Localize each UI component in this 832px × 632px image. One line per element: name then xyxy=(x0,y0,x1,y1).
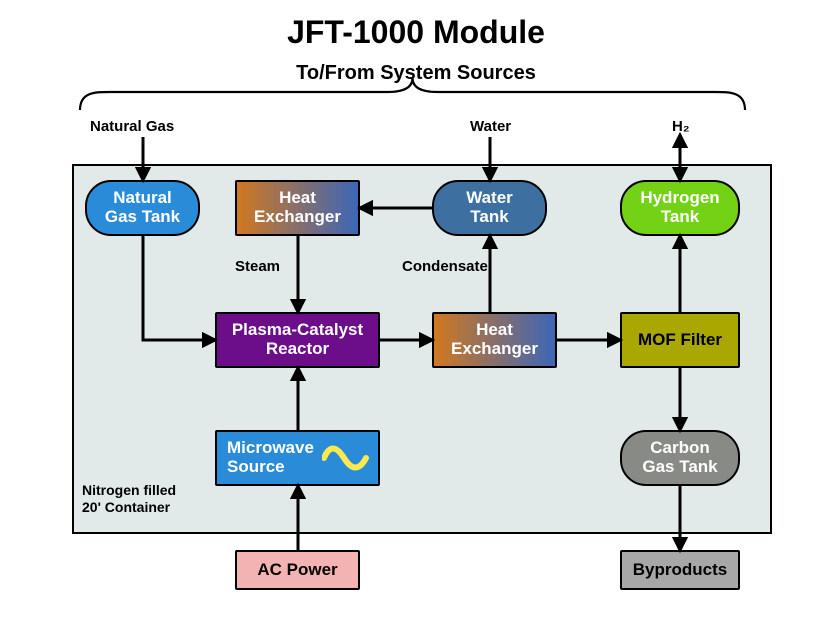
edges-svg xyxy=(0,0,832,632)
edge xyxy=(143,236,215,340)
